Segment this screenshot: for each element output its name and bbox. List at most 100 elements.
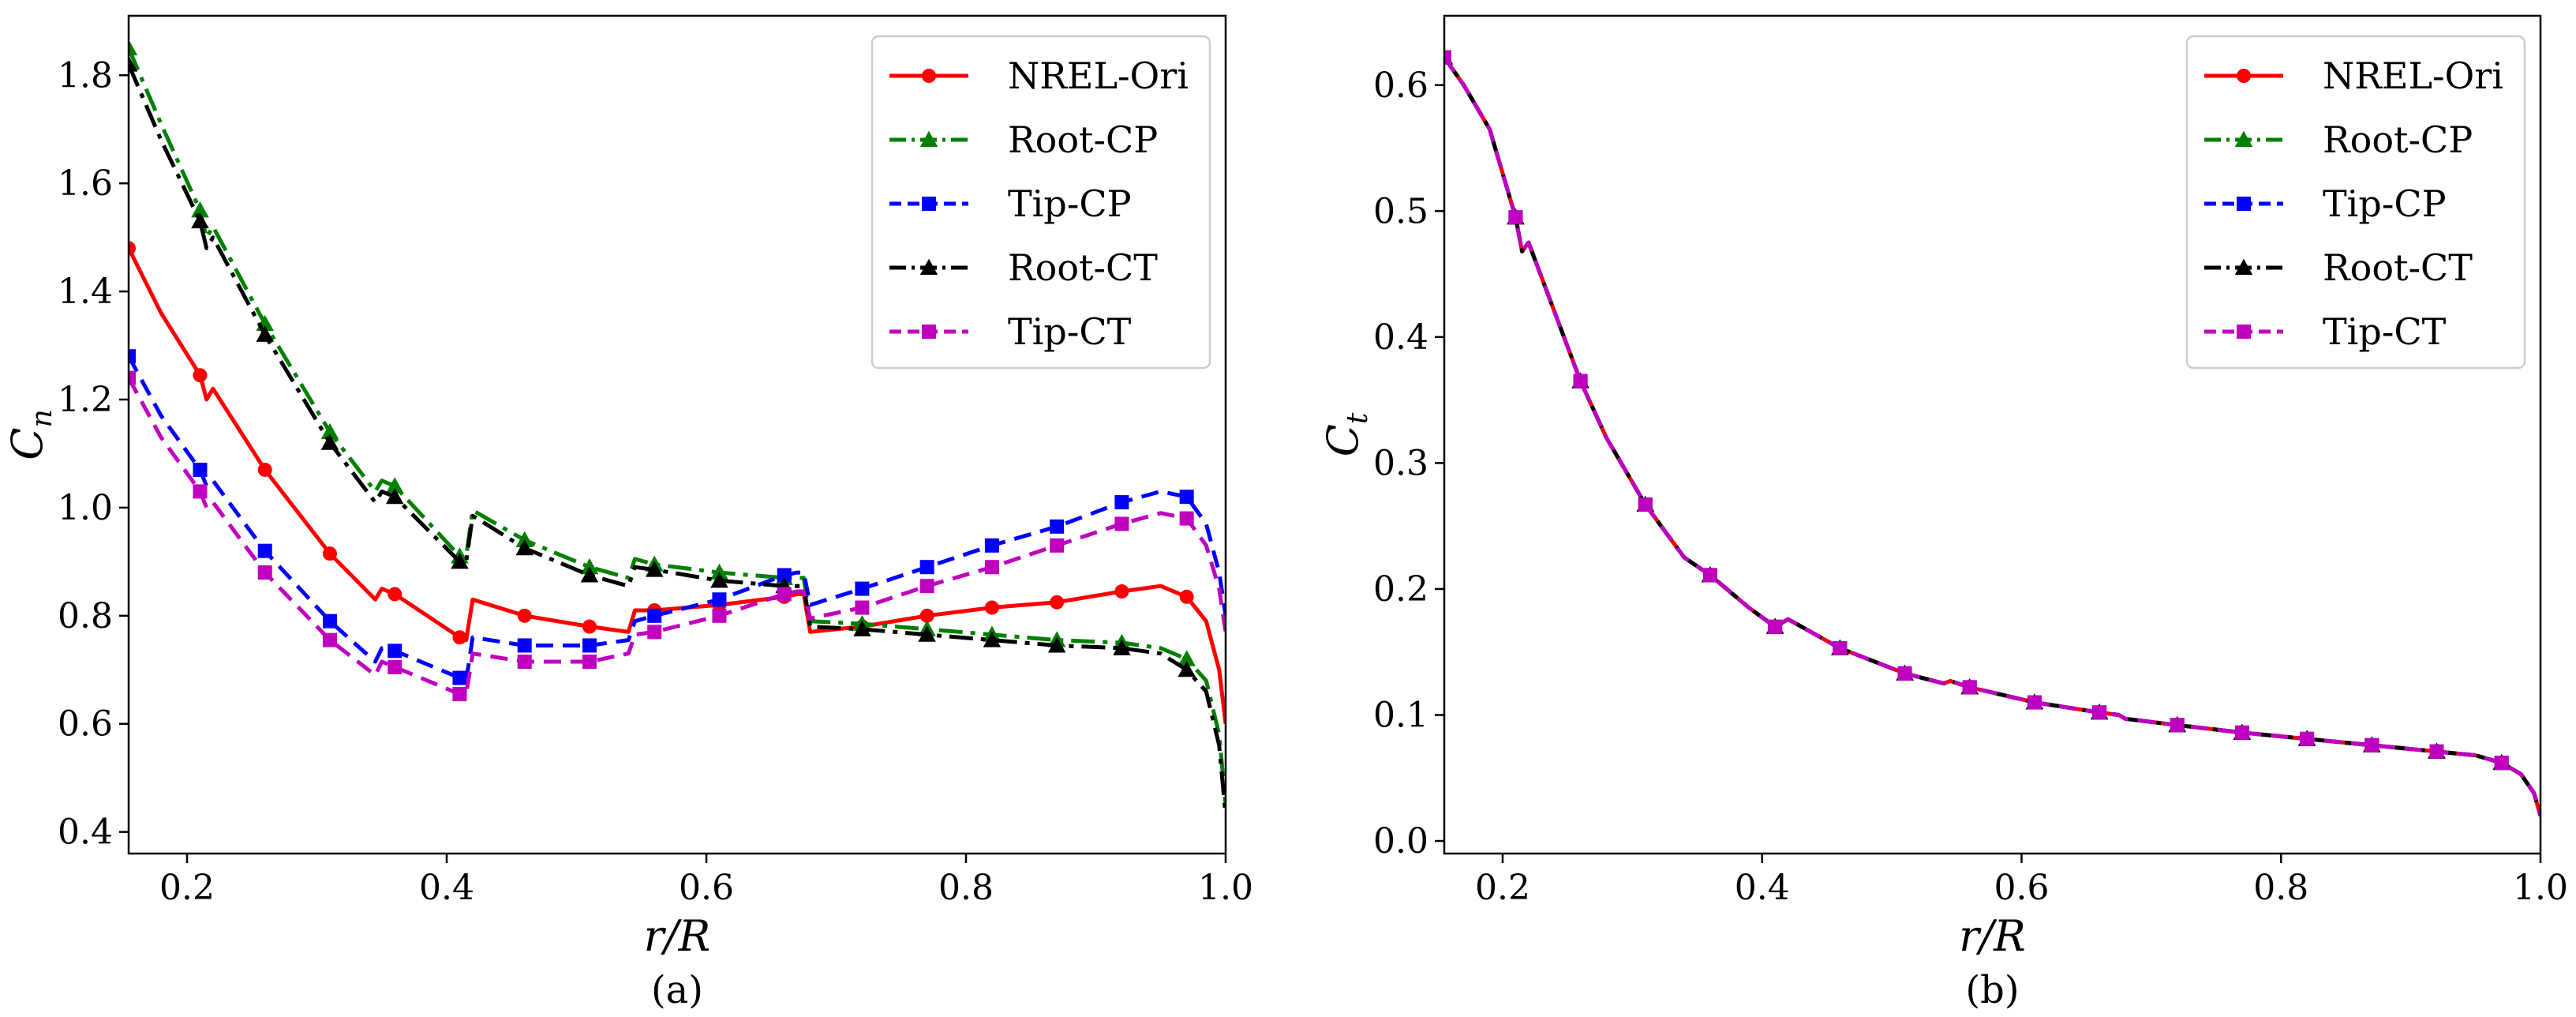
- xtick-label-a-0: 0.2: [159, 868, 215, 908]
- xtick-label-a-4: 1.0: [1198, 868, 1253, 908]
- legend-box-a: [871, 35, 1211, 370]
- point-tip-ct-a-13: [984, 560, 999, 575]
- legend-box-b: [2185, 35, 2526, 370]
- ytick-label-a-1: 0.6: [58, 704, 113, 745]
- legend-label-root-ct-a: Root-CT: [1008, 246, 1158, 289]
- ytick-label-b-2: 0.2: [1373, 569, 1428, 610]
- point-tip-cp-a-12: [919, 560, 934, 575]
- point-tip-ct-b-9: [2027, 695, 2042, 710]
- legend-marker-root-ct-b: [2234, 258, 2253, 275]
- ytick-label-b-3: 0.3: [1373, 443, 1428, 483]
- ytick-label-b-4: 0.4: [1373, 317, 1428, 358]
- point-root-ct-a-6: [515, 539, 534, 556]
- legend-label-root-ct-b: Root-CT: [2323, 246, 2473, 289]
- ytick-label-b-0: 0.0: [1373, 821, 1428, 861]
- point-tip-ct-b-12: [2234, 725, 2249, 740]
- point-root-cp-a-7: [580, 557, 599, 575]
- point-root-cp-a-6: [515, 531, 534, 547]
- series-nrel-ori-a: [129, 241, 1226, 724]
- axes-frame-a: [127, 14, 1227, 855]
- point-root-ct-a-5: [451, 553, 469, 569]
- point-nrel-ori-a-3: [322, 546, 337, 561]
- x-axis-label-b: r/R: [1959, 911, 2026, 961]
- point-tip-cp-a-11: [855, 581, 870, 596]
- legend-label-tip-ct-a: Tip-CT: [1008, 310, 1132, 353]
- xtick-label-a-3: 0.8: [938, 868, 994, 908]
- point-tip-ct-a-1: [193, 484, 208, 499]
- chart-caption-a: (a): [651, 968, 703, 1012]
- legend-marker-root-cp-a: [919, 130, 938, 147]
- legend-marker-root-cp-b: [2234, 130, 2253, 147]
- legend-label-tip-cp-b: Tip-CP: [2323, 182, 2447, 225]
- point-root-ct-a-3: [320, 433, 339, 450]
- point-tip-ct-b-5: [1768, 619, 1783, 634]
- point-tip-ct-a-4: [388, 659, 402, 674]
- y-axis-label-sub-b: t: [1342, 412, 1374, 424]
- point-tip-cp-a-6: [517, 638, 532, 653]
- point-tip-ct-b-15: [2429, 744, 2444, 759]
- point-tip-cp-a-15: [1114, 495, 1129, 510]
- point-nrel-ori-a-6: [517, 608, 532, 623]
- legend-marker-nrel-ori-b: [2237, 69, 2251, 83]
- point-tip-cp-a-10: [777, 568, 792, 583]
- plot-area-b: [1444, 48, 2540, 816]
- point-root-ct-a-15: [1113, 639, 1131, 655]
- legend-marker-tip-ct-a: [922, 325, 936, 339]
- point-tip-cp-a-14: [1050, 519, 1065, 534]
- point-root-cp-a-3: [320, 422, 339, 440]
- series-line-nrel-ori-a: [129, 247, 1226, 724]
- point-tip-ct-a-11: [855, 600, 870, 615]
- series-tip-ct-b: [1444, 50, 2540, 816]
- ytick-label-a-0: 0.4: [58, 812, 113, 853]
- point-tip-ct-b-4: [1702, 568, 1717, 583]
- point-root-cp-a-4: [385, 477, 404, 493]
- point-nrel-ori-a-13: [984, 600, 999, 615]
- point-nrel-ori-a-1: [193, 368, 208, 383]
- point-root-ct-a-2: [256, 325, 274, 342]
- point-root-ct-a-7: [580, 566, 599, 583]
- point-tip-ct-b-6: [1833, 640, 1848, 655]
- y-axis-label-main-a: C: [2, 427, 52, 460]
- point-tip-ct-b-3: [1638, 497, 1653, 512]
- xtick-label-b-4: 1.0: [2513, 868, 2568, 908]
- point-tip-ct-b-16: [2494, 756, 2509, 771]
- legend-marker-tip-ct-b: [2237, 325, 2251, 339]
- series-tip-ct-a: [129, 370, 1226, 702]
- point-tip-ct-a-5: [452, 687, 467, 702]
- point-tip-ct-a-14: [1050, 538, 1065, 553]
- xtick-label-b-2: 0.6: [1994, 868, 2049, 908]
- series-line-tip-cp-a: [129, 355, 1226, 683]
- point-tip-ct-b-13: [2300, 731, 2315, 746]
- point-root-cp-a-1: [191, 201, 209, 218]
- point-nrel-ori-a-0: [129, 241, 136, 256]
- point-nrel-ori-a-12: [919, 608, 934, 623]
- point-nrel-ori-a-7: [582, 619, 597, 634]
- legend-b: NREL-Ori Root-CP Tip-CP Root-CT Tip-CT: [2185, 35, 2526, 370]
- ytick-label-a-5: 1.4: [58, 272, 113, 312]
- xtick-label-b-3: 0.8: [2253, 868, 2308, 908]
- point-tip-ct-b-14: [2364, 737, 2379, 752]
- legend-label-tip-ct-b: Tip-CT: [2323, 310, 2447, 353]
- point-tip-cp-a-4: [388, 644, 402, 659]
- legend-marker-tip-cp-b: [2237, 197, 2251, 211]
- point-tip-ct-a-12: [919, 579, 934, 594]
- point-tip-cp-a-7: [582, 638, 597, 653]
- point-tip-ct-a-8: [647, 625, 662, 640]
- point-tip-ct-b-8: [1962, 680, 1977, 695]
- series-tip-cp-a: [129, 349, 1226, 685]
- series-line-root-cp-a: [129, 47, 1226, 805]
- chart-b: 0.2 0.4 0.6 0.8 1.00.00.10.20.30.40.50.6r/RC…: [1318, 14, 2568, 1012]
- point-root-cp-a-16: [1178, 650, 1196, 666]
- xtick-label-b-1: 0.4: [1735, 868, 1790, 908]
- point-root-ct-a-8: [645, 561, 664, 577]
- y-axis-label-a: Cn: [2, 409, 58, 460]
- y-axis-label-b: Ct: [1318, 412, 1374, 456]
- legend-label-nrel-ori-b: NREL-Ori: [2323, 54, 2503, 97]
- ytick-label-b-5: 0.5: [1373, 191, 1428, 231]
- ytick-label-a-6: 1.6: [58, 163, 113, 204]
- point-tip-ct-a-6: [517, 654, 532, 669]
- chart-a: 0.2 0.4 0.6 0.8 1.0 0.4 0.6 0.8 1.0 1.2 1.4 1.6 1.8 r…: [2, 14, 1253, 1012]
- point-tip-ct-b-2: [1573, 373, 1588, 388]
- point-tip-ct-a-15: [1114, 516, 1129, 531]
